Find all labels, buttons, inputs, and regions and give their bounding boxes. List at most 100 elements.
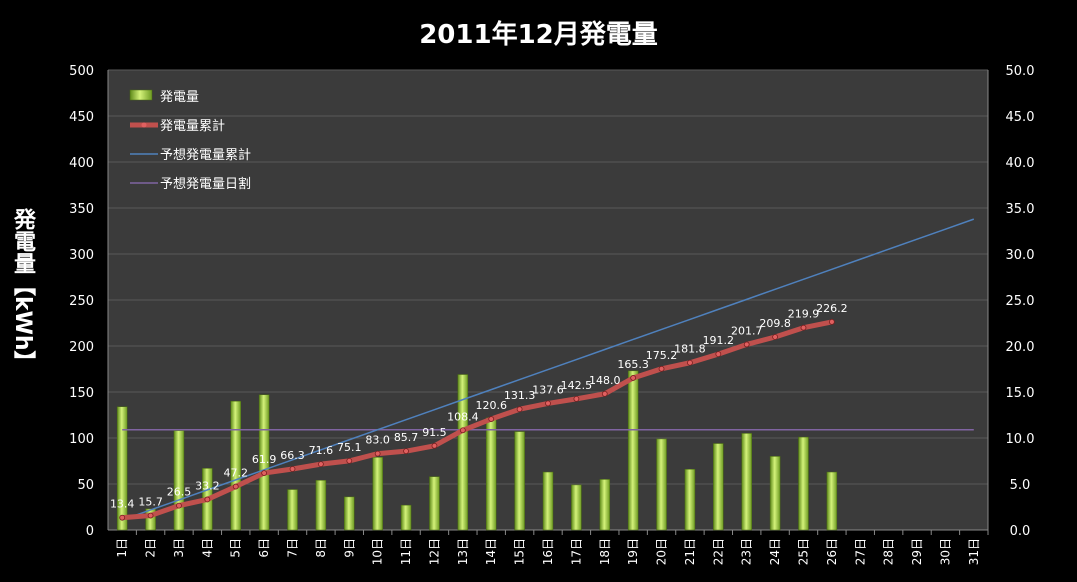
x-tick-label: 12日 (427, 538, 441, 565)
cumulative-point (318, 461, 324, 468)
y2-tick-label: 30.0 (1006, 248, 1035, 263)
x-tick-label: 11日 (399, 538, 413, 565)
x-tick-label: 2日 (144, 538, 158, 558)
data-label: 219.9 (788, 308, 820, 321)
x-tick-label: 7日 (286, 538, 300, 558)
x-tick-label: 20日 (655, 538, 669, 565)
cumulative-point (403, 448, 409, 455)
y-tick-label: 450 (69, 110, 94, 125)
y-tick-label: 300 (69, 248, 94, 263)
data-label: 148.0 (589, 374, 621, 387)
x-tick-label: 3日 (172, 538, 186, 558)
cumulative-point (176, 502, 182, 509)
data-label: 165.3 (617, 358, 649, 371)
y2-tick-label: 45.0 (1006, 110, 1035, 125)
cumulative-point (545, 400, 551, 407)
legend-label: 発電量 (160, 90, 199, 105)
x-tick-label: 26日 (825, 538, 839, 565)
y-tick-label: 500 (69, 64, 94, 79)
bar (230, 400, 241, 531)
x-tick-label: 19日 (626, 538, 640, 565)
cumulative-point (772, 334, 778, 340)
y2-tick-label: 10.0 (1006, 432, 1035, 447)
cumulative-point (289, 466, 296, 472)
y2-tick-label: 35.0 (1006, 202, 1035, 217)
x-tick-label: 31日 (967, 538, 981, 565)
cumulative-point (630, 375, 637, 381)
x-tick-label: 1日 (115, 538, 129, 558)
cumulative-point (488, 416, 495, 422)
y2-tick-label: 50.0 (1006, 64, 1035, 79)
cumulative-point (658, 365, 665, 372)
x-tick-label: 21日 (683, 538, 697, 565)
x-tick-label: 8日 (314, 538, 328, 558)
cumulative-point (232, 483, 239, 490)
bar (429, 476, 440, 531)
x-tick-label: 10日 (371, 538, 385, 565)
x-tick-label: 4日 (200, 538, 214, 558)
bar (826, 471, 838, 531)
bar (485, 417, 497, 531)
x-tick-label: 14日 (484, 538, 498, 565)
cumulative-point (346, 458, 353, 464)
data-label: 83.0 (365, 434, 390, 447)
x-tick-label: 15日 (513, 538, 527, 565)
bar (656, 438, 667, 531)
x-tick-label: 6日 (257, 538, 271, 558)
y-tick-label: 200 (69, 340, 94, 355)
data-label: 26.5 (167, 486, 192, 499)
cumulative-point (516, 406, 523, 413)
x-tick-label: 18日 (598, 538, 612, 565)
x-tick-label: 25日 (796, 538, 810, 565)
bar (457, 374, 469, 531)
data-label: 175.2 (646, 349, 678, 362)
y-tick-label: 50 (77, 478, 94, 493)
y2-tick-label: 15.0 (1006, 386, 1035, 401)
bar (145, 508, 156, 531)
x-tick-label: 24日 (768, 538, 782, 565)
data-label: 66.3 (280, 449, 305, 462)
cumulative-point (743, 341, 750, 348)
legend-swatch-marker (141, 122, 147, 128)
cumulative-point (431, 442, 438, 449)
y2-tick-label: 20.0 (1006, 340, 1035, 355)
data-label: 108.4 (447, 410, 479, 423)
data-label: 137.6 (532, 383, 564, 396)
x-tick-label: 13日 (456, 538, 470, 565)
x-tick-label: 9日 (342, 538, 356, 558)
series-line-predicted (121, 218, 975, 521)
bar (173, 430, 185, 531)
y-tick-label: 350 (69, 202, 94, 217)
cumulative-point (687, 359, 693, 366)
cumulative-point (573, 395, 580, 402)
legend-label: 予想発電量累計 (160, 147, 251, 163)
bar (258, 394, 270, 531)
legend-label: 予想発電量日割 (160, 176, 251, 192)
data-label: 142.5 (561, 379, 593, 392)
cumulative-point (601, 390, 608, 397)
cumulative-point (459, 427, 466, 434)
bar (713, 443, 724, 531)
legend-swatch (129, 89, 153, 101)
x-tick-label: 16日 (541, 538, 555, 565)
cumulative-point (800, 324, 807, 331)
bar (344, 496, 355, 531)
x-tick-label: 23日 (740, 538, 754, 565)
cumulative-point (374, 450, 381, 457)
bar (315, 480, 327, 531)
bar (798, 436, 809, 531)
bar (514, 431, 525, 531)
y-axis-title: 発電量【kWh】 (10, 207, 35, 373)
bar (599, 479, 611, 531)
data-label: 201.7 (731, 324, 763, 337)
x-tick-label: 29日 (910, 538, 924, 565)
cumulative-point (828, 318, 835, 325)
cumulative-point (204, 496, 211, 503)
data-label: 13.4 (110, 498, 135, 511)
y-tick-label: 100 (69, 432, 94, 447)
y-tick-label: 0 (86, 524, 94, 539)
x-tick-label: 22日 (711, 538, 725, 565)
bar (571, 484, 582, 531)
x-tick-label: 17日 (569, 538, 583, 565)
